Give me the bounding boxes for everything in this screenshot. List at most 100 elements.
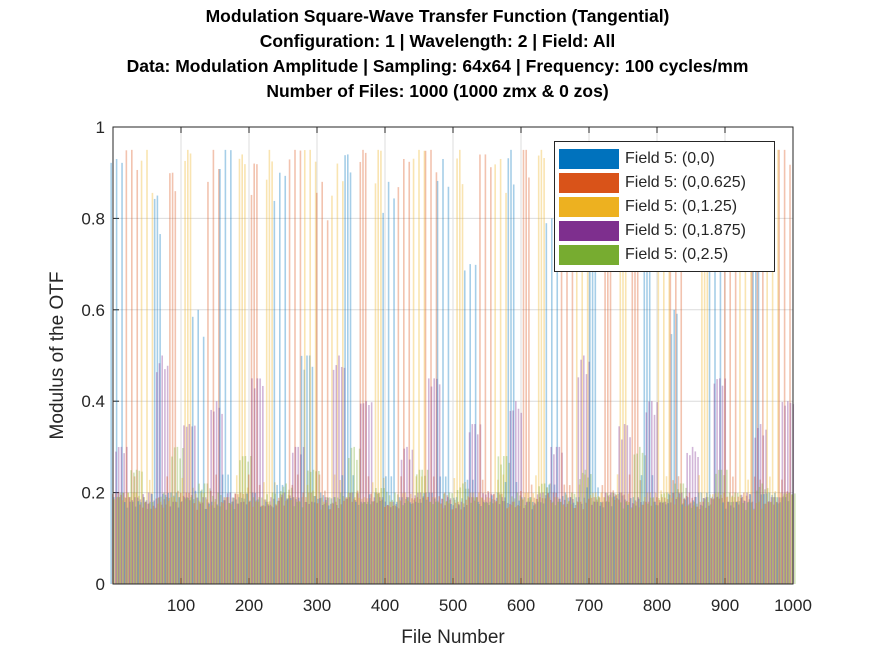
bar-3 bbox=[467, 496, 469, 584]
bar-5 bbox=[777, 503, 780, 584]
bar-2 bbox=[601, 485, 604, 584]
bar-3 bbox=[551, 502, 554, 584]
bar-5 bbox=[636, 453, 638, 584]
bar-1 bbox=[744, 501, 746, 584]
bar-5 bbox=[440, 503, 443, 584]
bar-2 bbox=[582, 509, 585, 584]
bar-5 bbox=[345, 498, 347, 584]
bar-5 bbox=[154, 507, 157, 584]
bar-3 bbox=[774, 491, 777, 584]
bar-5 bbox=[413, 499, 415, 584]
bar-5 bbox=[318, 471, 320, 584]
bar-2 bbox=[772, 504, 775, 584]
bar-1 bbox=[561, 496, 564, 584]
bar-2 bbox=[218, 169, 220, 584]
bar-3 bbox=[227, 497, 230, 584]
bar-3 bbox=[197, 500, 200, 584]
bar-4 bbox=[607, 495, 610, 584]
chart-title-line-4: Number of Files: 1000 (1000 zmx & 0 zos) bbox=[266, 81, 609, 101]
bar-5 bbox=[687, 504, 690, 584]
bar-3 bbox=[505, 192, 507, 584]
bar-2 bbox=[264, 506, 266, 584]
bar-4 bbox=[256, 378, 259, 584]
bar-3 bbox=[472, 492, 475, 584]
bar-5 bbox=[606, 493, 608, 584]
bar-3 bbox=[673, 504, 676, 584]
bar-1 bbox=[352, 475, 355, 584]
bar-4 bbox=[403, 448, 406, 584]
bar-1 bbox=[659, 501, 662, 584]
bar-3 bbox=[676, 497, 679, 584]
bar-1 bbox=[420, 502, 423, 584]
bar-5 bbox=[513, 498, 516, 584]
bar-4 bbox=[346, 498, 348, 584]
bar-1 bbox=[545, 223, 548, 584]
bar-1 bbox=[208, 503, 210, 584]
bar-4 bbox=[705, 497, 707, 584]
bar-5 bbox=[519, 495, 521, 584]
bar-2 bbox=[253, 163, 255, 584]
bar-1 bbox=[178, 497, 180, 584]
bar-5 bbox=[203, 483, 206, 584]
bar-4 bbox=[634, 500, 637, 584]
bar-5 bbox=[505, 456, 508, 584]
bar-1 bbox=[262, 505, 265, 584]
bar-5 bbox=[663, 493, 666, 584]
bar-1 bbox=[276, 484, 278, 584]
bar-2 bbox=[413, 498, 416, 584]
bar-5 bbox=[755, 490, 758, 584]
bar-5 bbox=[331, 502, 334, 584]
bar-3 bbox=[165, 504, 167, 584]
bar-3 bbox=[586, 157, 589, 584]
bar-4 bbox=[528, 501, 531, 584]
y-tick-label: 1 bbox=[96, 118, 105, 137]
bar-1 bbox=[687, 497, 689, 584]
bar-5 bbox=[750, 502, 753, 584]
bar-4 bbox=[313, 502, 316, 584]
bar-3 bbox=[619, 192, 622, 584]
bar-4 bbox=[487, 492, 490, 584]
bar-2 bbox=[751, 200, 753, 584]
bar-4 bbox=[721, 385, 724, 584]
bar-2 bbox=[675, 149, 677, 584]
bar-5 bbox=[402, 505, 404, 584]
bar-5 bbox=[508, 462, 511, 584]
bar-2 bbox=[381, 499, 383, 584]
bar-2 bbox=[723, 151, 726, 584]
bar-1 bbox=[172, 495, 175, 584]
bar-1 bbox=[534, 504, 537, 584]
bar-4 bbox=[640, 501, 642, 584]
bar-3 bbox=[603, 497, 605, 584]
bar-4 bbox=[724, 378, 727, 584]
bar-2 bbox=[786, 491, 789, 584]
bar-5 bbox=[764, 489, 766, 584]
bar-2 bbox=[732, 476, 734, 584]
bar-1 bbox=[518, 500, 520, 584]
bar-1 bbox=[496, 492, 499, 584]
bar-2 bbox=[568, 485, 571, 584]
bar-1 bbox=[589, 169, 591, 584]
bar-5 bbox=[788, 492, 791, 584]
bar-5 bbox=[682, 483, 685, 584]
bar-4 bbox=[694, 451, 697, 584]
bar-5 bbox=[600, 502, 603, 584]
bar-5 bbox=[780, 497, 783, 584]
bar-3 bbox=[660, 490, 662, 584]
bar-4 bbox=[678, 492, 680, 584]
bar-4 bbox=[623, 424, 626, 584]
bar-1 bbox=[619, 492, 621, 584]
bar-4 bbox=[738, 504, 740, 584]
bar-3 bbox=[540, 149, 543, 584]
bar-1 bbox=[134, 506, 137, 584]
bar-4 bbox=[330, 503, 332, 584]
bar-2 bbox=[533, 497, 536, 584]
bar-5 bbox=[220, 494, 222, 584]
bar-1 bbox=[442, 158, 444, 585]
bar-4 bbox=[561, 452, 563, 584]
bar-1 bbox=[648, 165, 651, 584]
bar-1 bbox=[268, 505, 270, 584]
bar-2 bbox=[577, 502, 579, 584]
bar-2 bbox=[403, 158, 405, 585]
bar-4 bbox=[166, 365, 169, 584]
bar-3 bbox=[769, 476, 771, 584]
